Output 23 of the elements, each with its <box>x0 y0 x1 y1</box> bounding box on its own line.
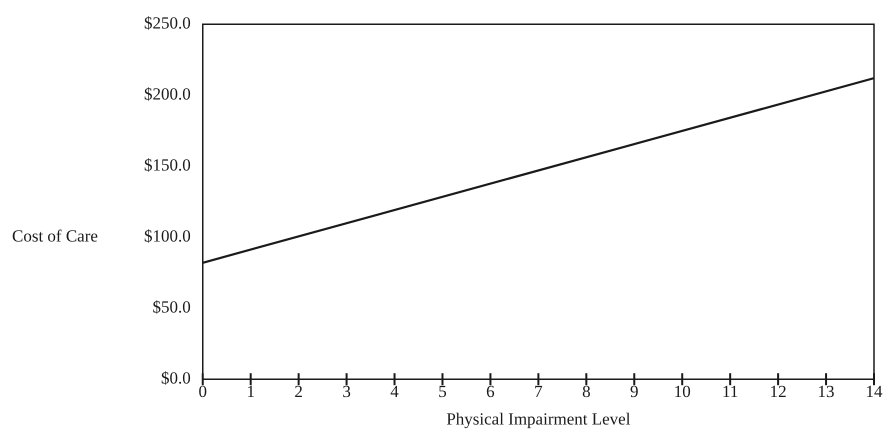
y-tick-label: $200.0 <box>144 84 191 104</box>
y-tick-label: $100.0 <box>144 226 191 246</box>
x-tick-label: 6 <box>486 382 495 401</box>
x-tick-label: 11 <box>722 382 738 401</box>
x-tick-label: 7 <box>534 382 544 401</box>
y-tick-label: $50.0 <box>152 298 191 317</box>
x-tick-label: 0 <box>198 382 207 401</box>
x-tick-label: 13 <box>818 382 835 401</box>
y-tick-label: $150.0 <box>144 156 191 175</box>
x-tick-label: 9 <box>630 382 639 401</box>
x-tick-label: 2 <box>294 382 303 401</box>
y-tick-label: $250.0 <box>144 14 191 33</box>
x-tick-label: 14 <box>866 382 883 401</box>
y-axis-title: Cost of Care <box>12 226 98 246</box>
x-tick-label: 4 <box>390 382 400 401</box>
x-tick-label: 1 <box>246 382 255 401</box>
x-axis-title: Physical Impairment Level <box>446 409 631 428</box>
x-tick-label: 8 <box>582 382 591 401</box>
y-tick-label: $0.0 <box>161 368 191 388</box>
x-tick-label: 10 <box>674 382 691 401</box>
x-tick-label: 5 <box>438 382 447 401</box>
x-tick-label: 12 <box>770 382 787 401</box>
x-tick-label: 3 <box>342 382 351 401</box>
